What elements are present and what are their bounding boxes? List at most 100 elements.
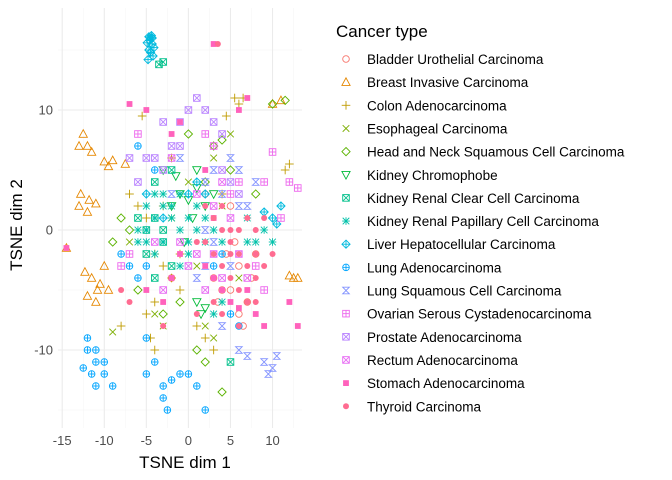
data-point	[144, 32, 154, 42]
legend-label: Rectum Adenocarcinoma	[367, 353, 518, 368]
data-point	[218, 238, 226, 246]
data-point	[103, 284, 114, 294]
data-point	[193, 226, 201, 234]
data-point	[200, 333, 210, 343]
data-point	[210, 299, 217, 305]
data-point	[202, 239, 209, 245]
data-point	[200, 189, 210, 199]
data-point	[243, 298, 252, 306]
data-point	[159, 394, 167, 402]
data-point	[227, 299, 234, 305]
data-point	[251, 178, 261, 186]
data-point	[84, 194, 94, 204]
data-point	[142, 370, 151, 378]
data-point	[218, 250, 226, 258]
data-point	[243, 238, 252, 246]
data-point	[235, 178, 243, 186]
legend-title: Cancer type	[336, 22, 428, 41]
data-point	[267, 98, 278, 108]
data-point	[234, 166, 244, 174]
data-point	[183, 129, 194, 139]
data-point	[143, 287, 150, 293]
data-point	[142, 226, 151, 234]
x-tick-label: 5	[227, 433, 234, 448]
legend-key	[341, 239, 351, 249]
data-point	[193, 250, 201, 258]
data-point	[159, 286, 167, 294]
legend-label: Breast Invasive Carcinoma	[367, 75, 529, 90]
data-point	[145, 47, 156, 58]
data-point	[193, 94, 201, 102]
data-point	[149, 42, 159, 53]
data-point	[209, 310, 218, 318]
data-point	[217, 387, 227, 397]
data-point	[201, 406, 209, 414]
data-point	[167, 166, 176, 174]
data-point	[150, 345, 160, 355]
data-point	[268, 364, 277, 372]
data-point	[142, 262, 151, 270]
data-point	[261, 215, 268, 221]
data-point	[92, 358, 100, 366]
data-point	[218, 274, 226, 282]
data-point	[192, 321, 202, 331]
data-point	[272, 352, 282, 360]
data-point	[261, 323, 268, 329]
legend-label: Head and Neck Squamous Cell Carcinoma	[367, 145, 625, 160]
data-point	[226, 214, 235, 222]
data-point	[168, 131, 175, 137]
data-point	[175, 297, 185, 307]
data-point	[137, 111, 147, 121]
data-point	[92, 382, 100, 390]
x-tick-label: 10	[265, 433, 279, 448]
data-point	[200, 357, 210, 367]
legend-key	[342, 333, 350, 341]
data-point	[159, 238, 167, 246]
data-point	[226, 286, 235, 294]
data-point	[235, 251, 242, 257]
data-point	[276, 201, 286, 211]
data-point	[218, 178, 226, 186]
legend-label: Kidney Renal Papillary Cell Carcinoma	[367, 214, 599, 229]
data-point	[159, 166, 167, 174]
data-point	[142, 202, 151, 210]
data-point	[214, 41, 221, 47]
data-point	[103, 161, 114, 171]
data-point	[294, 323, 301, 329]
data-point	[183, 189, 194, 199]
data-point	[151, 358, 159, 366]
data-point	[192, 274, 202, 282]
data-point	[217, 322, 227, 330]
data-point	[151, 166, 159, 174]
data-point	[209, 345, 218, 355]
data-point	[243, 274, 252, 282]
x-tick-label: -15	[53, 433, 72, 448]
data-point	[184, 106, 193, 114]
data-point	[167, 376, 176, 384]
data-point	[226, 154, 235, 162]
data-point	[208, 141, 219, 151]
data-point	[126, 299, 133, 305]
data-point	[142, 238, 151, 246]
data-point	[227, 275, 234, 281]
data-point	[184, 214, 193, 222]
data-point	[99, 260, 110, 270]
y-tick-label: 10	[39, 103, 53, 118]
data-point	[200, 304, 211, 314]
data-point	[294, 184, 302, 192]
data-point	[218, 130, 226, 138]
data-point	[209, 238, 219, 246]
data-point	[142, 213, 151, 223]
data-point	[244, 215, 251, 221]
data-point	[234, 346, 244, 354]
data-point	[235, 305, 242, 311]
data-point	[125, 189, 134, 199]
data-point	[210, 215, 217, 221]
data-point	[209, 202, 218, 210]
data-point	[107, 155, 118, 165]
data-point	[234, 202, 244, 210]
legend-label: Kidney Renal Clear Cell Carcinoma	[367, 191, 580, 206]
data-point	[170, 172, 181, 182]
data-point	[184, 262, 193, 270]
data-point	[227, 251, 234, 257]
